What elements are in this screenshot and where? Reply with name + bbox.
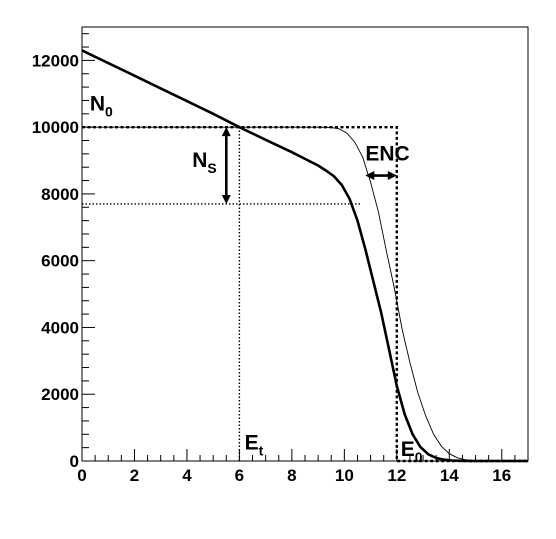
y-tick-label: 8000: [41, 185, 79, 204]
ns-arrow-head-bottom: [221, 194, 231, 204]
annotation-et-sub: t: [259, 442, 264, 458]
annotation-enc: ENC: [365, 143, 409, 166]
thin-curve: [82, 126, 528, 462]
y-tick-label: 6000: [41, 252, 79, 271]
y-tick-label: 0: [70, 452, 79, 471]
arrows: [221, 127, 397, 204]
x-tick-label: 8: [287, 466, 296, 485]
x-tick-label: 14: [440, 466, 459, 485]
enc-arrow-head-left: [365, 171, 375, 181]
y-tick-label: 2000: [41, 385, 79, 404]
annotation-ns: NS: [192, 149, 217, 176]
x-tick-label: 4: [182, 466, 192, 485]
x-tick-label: 12: [387, 466, 406, 485]
x-tick-label: 2: [130, 466, 139, 485]
annotation-n0-main: N: [90, 92, 105, 115]
annotation-et-main: E: [245, 431, 259, 454]
x-tick-label: 6: [235, 466, 244, 485]
ns-arrow-head-top: [221, 127, 231, 137]
annotation-enc-main: ENC: [365, 143, 409, 166]
annotation-e0: E0: [401, 438, 423, 465]
plot-frame: [81, 26, 529, 462]
axes: 0 2 4 6 8 10 12 14 16 0 2000 4000 6000 8000 10000 12000: [32, 33, 529, 485]
x-tick-label: 0: [77, 466, 86, 485]
y-tick-label: 10000: [32, 118, 79, 137]
annotation-ns-sub: S: [207, 160, 216, 176]
x-tick-label: 10: [335, 466, 354, 485]
series-lines: [81, 49, 528, 463]
annotation-e0-sub: 0: [415, 449, 423, 465]
annotation-ns-main: N: [192, 149, 207, 172]
ideal-step-line: [82, 126, 528, 463]
y-tick-label: 12000: [32, 51, 79, 70]
annotation-n0: N0: [90, 92, 113, 119]
y-tick-label: 4000: [41, 318, 79, 337]
x-tick-label: 16: [492, 466, 511, 485]
thick-curve: [81, 49, 528, 463]
guide-lines: [82, 127, 361, 461]
annotation-et: Et: [245, 431, 264, 458]
annotation-e0-main: E: [401, 438, 415, 461]
enc-arrow-head-right: [387, 171, 397, 181]
annotation-n0-sub: 0: [105, 103, 113, 119]
